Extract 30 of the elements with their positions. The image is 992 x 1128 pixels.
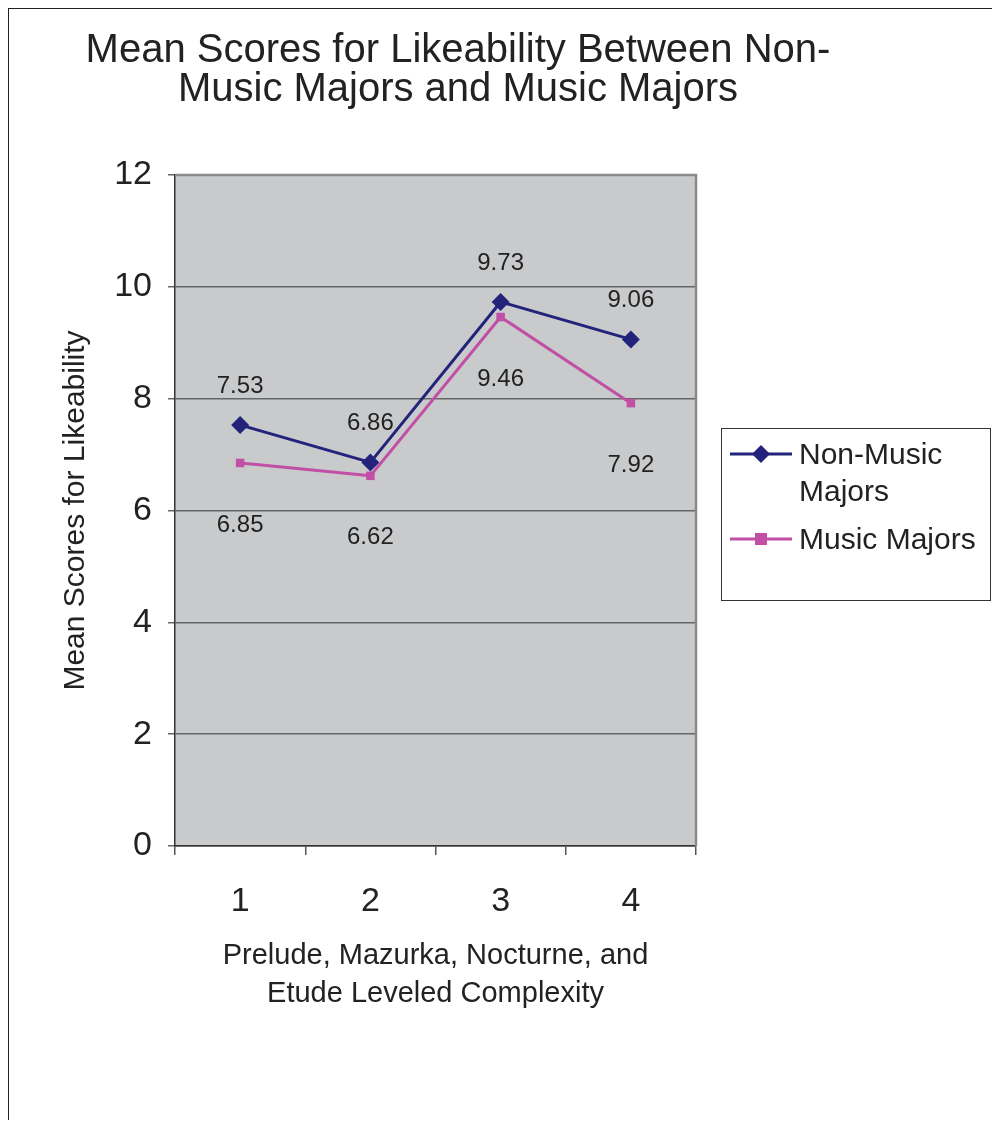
x-axis-title: Prelude, Mazurka, Nocturne, and Etude Leveled Complexity <box>222 938 649 1008</box>
y-tick-label: 8 <box>133 377 152 416</box>
data-label: 9.73 <box>477 247 524 275</box>
chart-title: Mean Scores for Likeability Between Non-Music Majors and Music Majors <box>84 26 832 109</box>
point <box>491 292 510 311</box>
y-axis-title: Mean Scores for Likeability <box>57 330 91 691</box>
point <box>361 453 380 472</box>
data-label: 6.86 <box>347 408 394 436</box>
y-tick-label: 6 <box>133 488 152 527</box>
point <box>621 330 640 349</box>
x-tick-label: 4 <box>621 879 641 918</box>
legend-label: Music Majors <box>799 521 976 557</box>
y-tick-label: 4 <box>133 600 152 639</box>
legend-label: Non-Music Majors <box>799 436 944 509</box>
point <box>366 471 375 481</box>
data-label: 7.92 <box>607 449 655 477</box>
x-tick-label: 3 <box>491 879 511 918</box>
y-tick-label: 2 <box>133 712 152 751</box>
data-label: 6.62 <box>347 522 394 550</box>
point <box>231 415 250 434</box>
x-tick-label: 2 <box>360 879 380 918</box>
point <box>496 312 505 322</box>
data-label: 9.06 <box>607 285 655 313</box>
data-label: 9.46 <box>477 363 524 391</box>
data-label: 6.85 <box>216 509 264 537</box>
y-tick-label: 0 <box>133 824 152 863</box>
y-tick-label: 10 <box>114 265 152 304</box>
y-tick-label: 12 <box>114 153 152 192</box>
x-tick-label: 1 <box>230 879 250 918</box>
data-label: 7.53 <box>216 370 264 398</box>
